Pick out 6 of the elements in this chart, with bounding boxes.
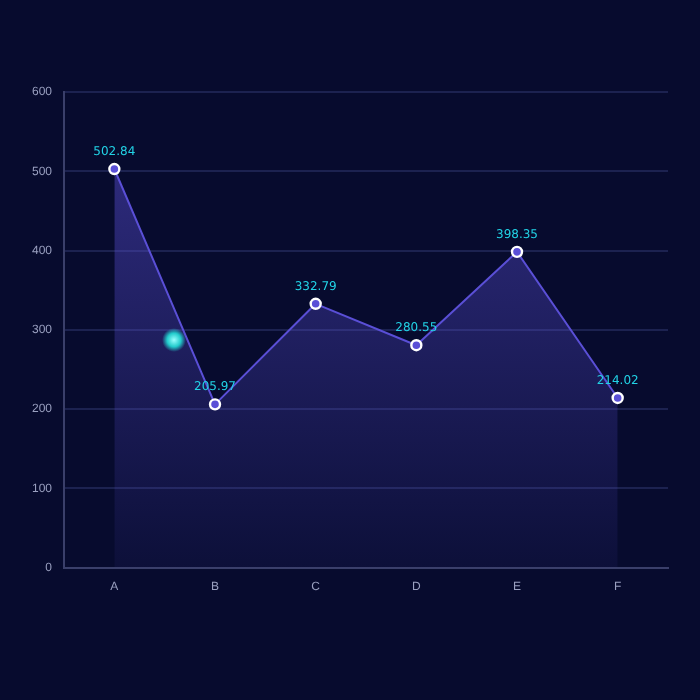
point	[410, 339, 423, 352]
point	[510, 245, 524, 259]
point	[309, 297, 322, 311]
point	[108, 162, 121, 176]
point	[611, 391, 624, 405]
point	[208, 398, 222, 411]
